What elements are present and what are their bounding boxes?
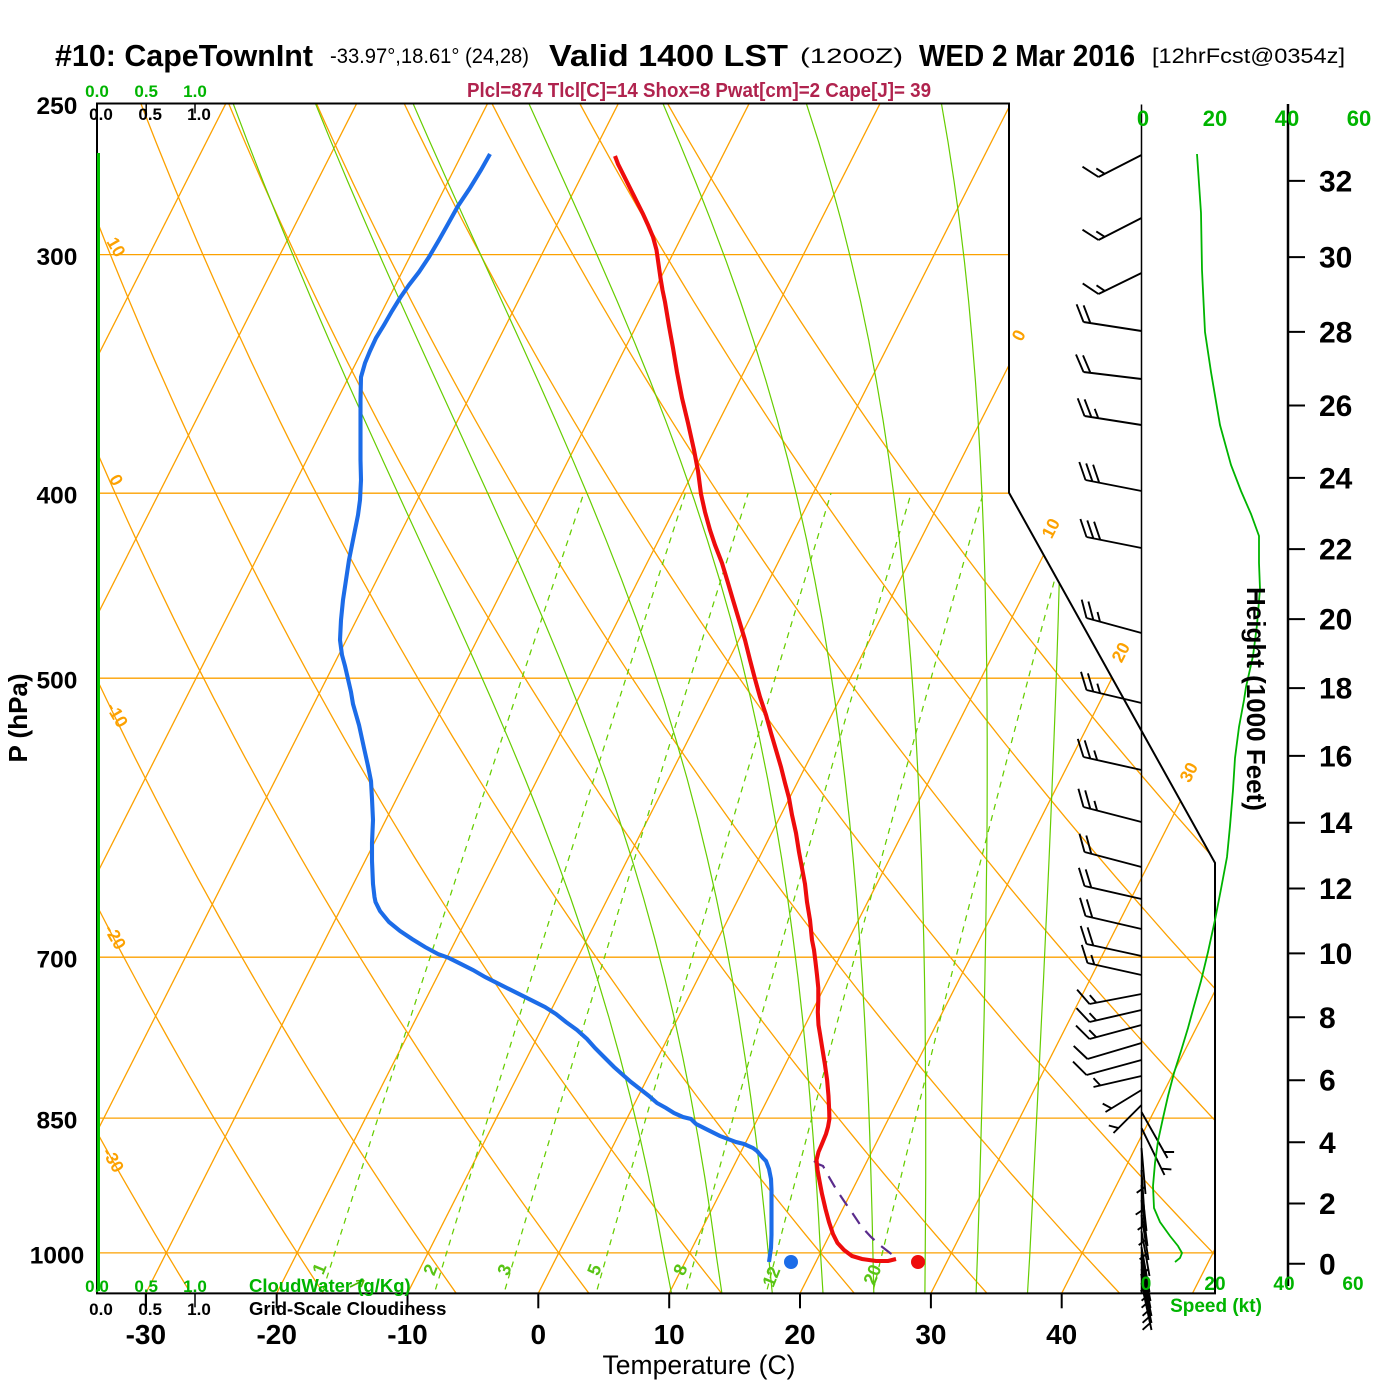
svg-text:700: 700 (37, 947, 78, 974)
svg-text:2: 2 (1319, 1188, 1336, 1221)
svg-text:40: 40 (1275, 106, 1299, 131)
svg-text:P (hPa): P (hPa) (3, 673, 33, 762)
svg-text:28: 28 (1319, 316, 1352, 349)
svg-text:22: 22 (1319, 534, 1352, 567)
svg-text:0: 0 (1137, 106, 1149, 131)
svg-text:60: 60 (1342, 1274, 1363, 1295)
svg-text:20: 20 (784, 1319, 815, 1350)
svg-text:20: 20 (1319, 604, 1352, 637)
svg-text:-10: -10 (387, 1319, 427, 1350)
svg-text:40: 40 (1273, 1274, 1294, 1295)
svg-text:500: 500 (37, 668, 78, 695)
svg-text:CloudWater (g/Kg): CloudWater (g/Kg) (249, 1275, 411, 1296)
svg-text:14: 14 (1319, 807, 1353, 840)
svg-text:(1200Z): (1200Z) (800, 45, 903, 68)
svg-text:4: 4 (1319, 1127, 1336, 1160)
svg-text:1.0: 1.0 (187, 105, 211, 124)
svg-text:26: 26 (1319, 390, 1352, 423)
svg-text:1.0: 1.0 (183, 82, 207, 101)
svg-text:20: 20 (1204, 1274, 1225, 1295)
svg-text:18: 18 (1319, 673, 1352, 706)
svg-text:0.0: 0.0 (85, 1277, 109, 1296)
svg-text:32: 32 (1319, 165, 1352, 198)
svg-text:0.0: 0.0 (89, 1300, 113, 1319)
svg-text:16: 16 (1319, 740, 1352, 773)
svg-text:30: 30 (915, 1319, 946, 1350)
svg-text:#10: CapeTownInt: #10: CapeTownInt (55, 38, 313, 73)
svg-text:40: 40 (1046, 1319, 1077, 1350)
svg-text:30: 30 (1319, 242, 1352, 275)
svg-text:Temperature (C): Temperature (C) (603, 1350, 796, 1380)
svg-text:400: 400 (37, 483, 78, 510)
svg-text:300: 300 (37, 244, 78, 271)
svg-text:0.5: 0.5 (134, 82, 158, 101)
svg-text:Height (1000 Feet): Height (1000 Feet) (1241, 587, 1271, 811)
svg-text:0.0: 0.0 (89, 105, 113, 124)
svg-text:10: 10 (1319, 938, 1352, 971)
svg-text:Speed (kt): Speed (kt) (1170, 1296, 1262, 1317)
svg-text:60: 60 (1347, 106, 1371, 131)
svg-text:8: 8 (1319, 1002, 1336, 1035)
svg-text:6: 6 (1319, 1065, 1336, 1098)
svg-text:[12hrFcst@0354z]: [12hrFcst@0354z] (1152, 45, 1345, 68)
svg-text:0: 0 (531, 1319, 547, 1350)
svg-text:0.5: 0.5 (138, 1300, 162, 1319)
svg-text:0.5: 0.5 (138, 105, 162, 124)
svg-text:0: 0 (1319, 1248, 1336, 1281)
svg-text:1.0: 1.0 (187, 1300, 211, 1319)
svg-text:WED 2 Mar 2016: WED 2 Mar 2016 (919, 38, 1135, 73)
svg-text:12: 12 (1319, 873, 1352, 906)
svg-text:10: 10 (654, 1319, 685, 1350)
svg-text:24: 24 (1319, 462, 1353, 495)
svg-text:20: 20 (1203, 106, 1227, 131)
svg-text:-33.97°,18.61° (24,28): -33.97°,18.61° (24,28) (330, 45, 529, 68)
svg-text:-20: -20 (256, 1319, 296, 1350)
svg-text:Grid-Scale Cloudiness: Grid-Scale Cloudiness (249, 1298, 446, 1319)
svg-text:-30: -30 (126, 1319, 166, 1350)
svg-text:0.5: 0.5 (134, 1277, 158, 1296)
svg-text:0.0: 0.0 (85, 82, 109, 101)
svg-text:1000: 1000 (30, 1242, 85, 1269)
svg-text:0: 0 (1141, 1274, 1152, 1295)
svg-text:Valid 1400 LST: Valid 1400 LST (549, 38, 788, 73)
svg-text:Plcl=874 Tlcl[C]=14 Shox=8 Pwa: Plcl=874 Tlcl[C]=14 Shox=8 Pwat[cm]=2 Ca… (467, 80, 931, 102)
svg-text:250: 250 (37, 93, 78, 120)
svg-text:850: 850 (37, 1108, 78, 1135)
svg-text:1.0: 1.0 (183, 1277, 207, 1296)
